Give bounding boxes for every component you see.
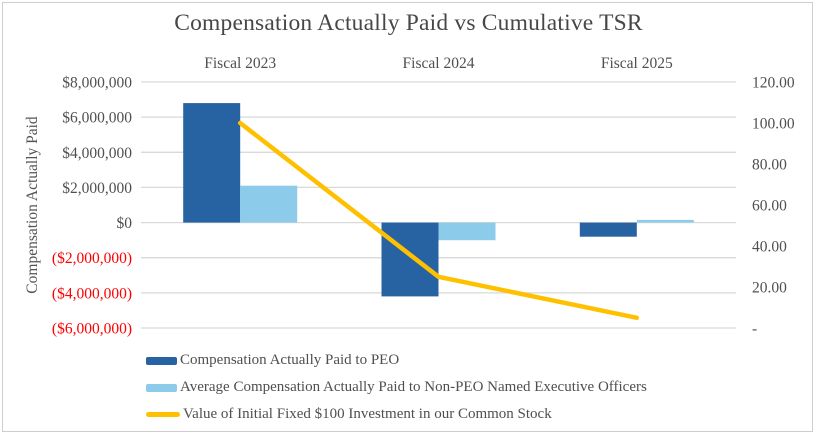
bar-non-peo-fiscal-2023 bbox=[240, 185, 298, 223]
right-axis-tick: 80.00 bbox=[752, 157, 787, 174]
legend-swatch-non-peo bbox=[146, 383, 177, 392]
right-axis-tick: 20.00 bbox=[752, 280, 787, 297]
legend-item-tsr: Value of Initial Fixed $100 Investment i… bbox=[146, 401, 647, 428]
bar-peo-fiscal-2025 bbox=[579, 222, 637, 237]
left-axis-tick: ($2,000,000) bbox=[52, 250, 132, 267]
left-axis-tick: $0 bbox=[117, 215, 133, 232]
right-axis-tick: 40.00 bbox=[752, 239, 787, 256]
right-axis-tick: 120.00 bbox=[752, 75, 795, 92]
category-label: Fiscal 2024 bbox=[403, 55, 475, 72]
right-axis-tick: 100.00 bbox=[752, 116, 795, 133]
legend: Compensation Actually Paid to PEO Averag… bbox=[146, 347, 647, 428]
left-axis-tick: ($6,000,000) bbox=[52, 321, 132, 338]
legend-item-non-peo: Average Compensation Actually Paid to No… bbox=[146, 374, 647, 401]
legend-label-tsr: Value of Initial Fixed $100 Investment i… bbox=[183, 406, 552, 422]
left-axis-tick: ($4,000,000) bbox=[52, 285, 132, 302]
legend-item-peo: Compensation Actually Paid to PEO bbox=[146, 347, 647, 374]
legend-swatch-tsr-line bbox=[146, 412, 180, 417]
bar-peo-fiscal-2023 bbox=[183, 103, 241, 223]
left-axis-tick: $8,000,000 bbox=[62, 75, 132, 92]
category-label: Fiscal 2023 bbox=[204, 55, 276, 72]
chart-title: Compensation Actually Paid vs Cumulative… bbox=[174, 10, 643, 36]
legend-label-non-peo: Average Compensation Actually Paid to No… bbox=[180, 379, 647, 395]
bar-non-peo-fiscal-2025 bbox=[636, 219, 694, 223]
category-label: Fiscal 2025 bbox=[601, 55, 673, 72]
right-axis-tick: - bbox=[752, 321, 757, 338]
left-axis-tick: $4,000,000 bbox=[62, 145, 132, 162]
bar-non-peo-fiscal-2024 bbox=[438, 222, 496, 241]
legend-swatch-peo bbox=[146, 356, 177, 365]
left-axis-tick: $6,000,000 bbox=[62, 110, 132, 127]
bar-peo-fiscal-2024 bbox=[381, 222, 439, 297]
tsr-line bbox=[237, 120, 640, 321]
left-axis-tick: $2,000,000 bbox=[62, 180, 132, 197]
legend-label-peo: Compensation Actually Paid to PEO bbox=[180, 352, 400, 368]
right-axis-tick: 60.00 bbox=[752, 198, 787, 215]
